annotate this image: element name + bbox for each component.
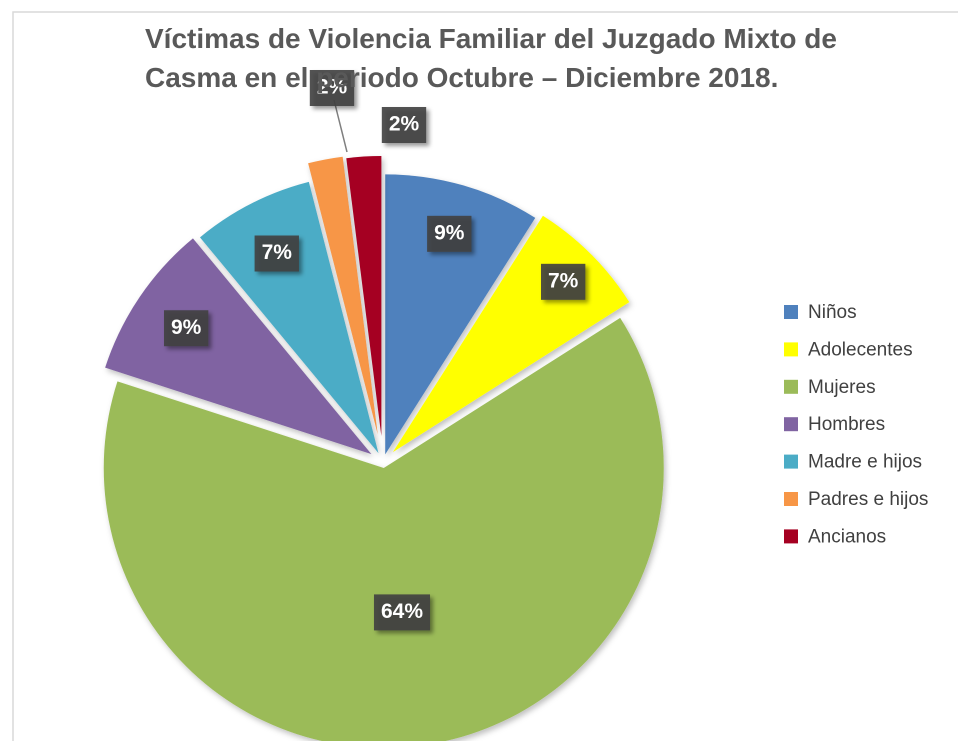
pie-slice	[103, 317, 664, 741]
pie-slice	[105, 238, 372, 455]
value-label-bg	[254, 235, 299, 272]
legend-swatch	[784, 379, 798, 394]
legend-text: Hombres	[808, 414, 885, 435]
value-label: 2%	[389, 113, 420, 136]
value-label: 7%	[548, 269, 579, 292]
legend-swatch	[784, 529, 798, 544]
value-label: 9%	[171, 316, 202, 339]
value-label-bg	[540, 263, 586, 300]
pie	[103, 156, 664, 741]
chart-title: Víctimas de Violencia Familiar del Juzga…	[145, 23, 837, 54]
value-label: 7%	[262, 241, 293, 264]
legend-text: Mujeres	[808, 377, 876, 398]
pie-slice	[346, 156, 382, 437]
legend-swatch	[784, 492, 798, 506]
pie-slice	[385, 174, 536, 455]
value-label-bg	[163, 310, 209, 347]
pie-slice	[308, 156, 378, 435]
leader-line	[333, 99, 348, 153]
value-label: 64%	[381, 600, 423, 623]
chart-title: Casma en el periodo Octubre – Diciembre …	[145, 62, 778, 93]
value-label-box: 2%	[309, 70, 355, 106]
value-label-bg	[427, 215, 472, 252]
legend-text: Ancianos	[808, 526, 886, 547]
value-label-bg	[381, 107, 427, 143]
value-label-box: 9%	[163, 310, 209, 347]
frame	[12, 11, 958, 741]
legend-text: Padres e hijos	[808, 489, 928, 510]
value-label: 2%	[317, 76, 348, 99]
legend-text: Adolecentes	[808, 339, 913, 360]
value-labels: 9% 7% 64% 9% 7% 2% 2%	[163, 70, 586, 631]
value-label-bg	[309, 70, 355, 106]
value-label-box: 2%	[381, 107, 427, 143]
value-label-box: 7%	[254, 235, 299, 272]
pie-slice	[199, 181, 379, 454]
legend: Niños Adolecentes Mujeres Hombres Madre e hi…	[784, 302, 928, 547]
legend-text: Madre e hijos	[808, 452, 922, 473]
value-label-bg	[373, 594, 431, 631]
legend-swatch	[784, 417, 798, 432]
value-label-box: 64%	[373, 594, 431, 631]
legend-swatch	[784, 342, 798, 357]
legend-text: Niños	[808, 302, 857, 323]
value-label-box: 9%	[427, 215, 472, 252]
legend-swatch	[784, 305, 798, 319]
value-label: 9%	[434, 221, 465, 244]
legend-swatch	[784, 454, 798, 469]
value-label-box: 7%	[540, 263, 586, 300]
